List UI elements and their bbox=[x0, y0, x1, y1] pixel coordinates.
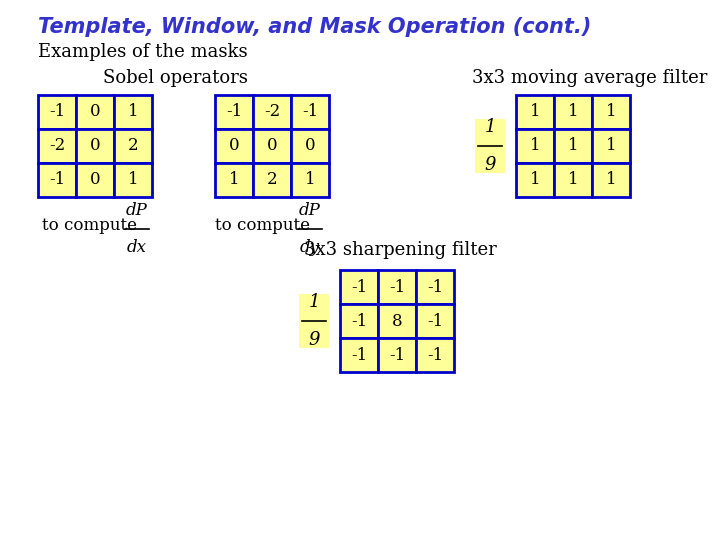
Text: 0: 0 bbox=[266, 138, 277, 154]
Text: 1: 1 bbox=[567, 138, 578, 154]
Bar bbox=[215, 129, 253, 163]
Text: dP: dP bbox=[126, 202, 148, 219]
Bar bbox=[516, 129, 554, 163]
Bar bbox=[76, 95, 114, 129]
Bar bbox=[554, 163, 592, 197]
Text: dP: dP bbox=[299, 202, 321, 219]
Text: 1: 1 bbox=[530, 104, 540, 120]
Text: 1: 1 bbox=[305, 172, 315, 188]
Bar bbox=[340, 338, 378, 372]
Text: 0: 0 bbox=[305, 138, 315, 154]
Bar bbox=[291, 163, 329, 197]
Bar bbox=[253, 163, 291, 197]
Text: -1: -1 bbox=[302, 104, 318, 120]
Bar bbox=[592, 163, 630, 197]
Text: -1: -1 bbox=[351, 347, 367, 363]
Bar bbox=[253, 95, 291, 129]
Text: 3x3 sharpening filter: 3x3 sharpening filter bbox=[304, 241, 496, 259]
Text: 9: 9 bbox=[485, 156, 496, 174]
Text: Template, Window, and Mask Operation (cont.): Template, Window, and Mask Operation (co… bbox=[38, 17, 591, 37]
Bar bbox=[416, 304, 454, 338]
Text: to compute: to compute bbox=[215, 217, 310, 233]
Text: -1: -1 bbox=[427, 313, 443, 329]
Text: -1: -1 bbox=[351, 313, 367, 329]
Text: to compute: to compute bbox=[42, 217, 137, 233]
Bar bbox=[253, 129, 291, 163]
Bar bbox=[114, 95, 152, 129]
Text: 9: 9 bbox=[308, 331, 320, 349]
Bar bbox=[416, 270, 454, 304]
Text: -2: -2 bbox=[264, 104, 280, 120]
Bar bbox=[378, 304, 416, 338]
Text: Examples of the masks: Examples of the masks bbox=[38, 43, 248, 61]
Bar bbox=[291, 95, 329, 129]
Bar bbox=[114, 163, 152, 197]
Text: 1: 1 bbox=[606, 172, 616, 188]
Text: -1: -1 bbox=[49, 172, 65, 188]
Bar bbox=[340, 270, 378, 304]
Text: 1: 1 bbox=[308, 293, 320, 311]
Text: -1: -1 bbox=[226, 104, 242, 120]
Text: -1: -1 bbox=[351, 279, 367, 295]
Bar bbox=[475, 119, 505, 173]
Bar bbox=[291, 129, 329, 163]
Bar bbox=[299, 294, 329, 348]
Bar bbox=[215, 95, 253, 129]
Text: 0: 0 bbox=[90, 138, 100, 154]
Bar bbox=[592, 95, 630, 129]
Bar bbox=[114, 129, 152, 163]
Text: 2: 2 bbox=[127, 138, 138, 154]
Text: 1: 1 bbox=[530, 172, 540, 188]
Text: 1: 1 bbox=[567, 104, 578, 120]
Bar bbox=[340, 304, 378, 338]
Text: 1: 1 bbox=[530, 138, 540, 154]
Text: 0: 0 bbox=[90, 104, 100, 120]
Bar bbox=[416, 338, 454, 372]
Text: 0: 0 bbox=[90, 172, 100, 188]
Bar bbox=[38, 129, 76, 163]
Text: -1: -1 bbox=[49, 104, 65, 120]
Text: -2: -2 bbox=[49, 138, 65, 154]
Bar bbox=[378, 270, 416, 304]
Bar bbox=[516, 95, 554, 129]
Bar bbox=[516, 163, 554, 197]
Text: 2: 2 bbox=[266, 172, 277, 188]
Text: 8: 8 bbox=[392, 313, 402, 329]
Text: 1: 1 bbox=[567, 172, 578, 188]
Text: 1: 1 bbox=[606, 104, 616, 120]
Text: dy: dy bbox=[300, 239, 320, 256]
Text: 1: 1 bbox=[127, 172, 138, 188]
Text: 0: 0 bbox=[229, 138, 239, 154]
Bar bbox=[378, 338, 416, 372]
Bar bbox=[554, 129, 592, 163]
Bar bbox=[38, 163, 76, 197]
Bar bbox=[76, 129, 114, 163]
Text: 1: 1 bbox=[485, 118, 496, 136]
Text: dx: dx bbox=[127, 239, 147, 256]
Bar bbox=[592, 129, 630, 163]
Text: 1: 1 bbox=[229, 172, 239, 188]
Text: -1: -1 bbox=[427, 279, 443, 295]
Text: 1: 1 bbox=[606, 138, 616, 154]
Text: 1: 1 bbox=[127, 104, 138, 120]
Text: -1: -1 bbox=[389, 347, 405, 363]
Text: 3x3 moving average filter: 3x3 moving average filter bbox=[472, 69, 708, 87]
Text: -1: -1 bbox=[427, 347, 443, 363]
Bar bbox=[76, 163, 114, 197]
Text: -1: -1 bbox=[389, 279, 405, 295]
Text: Sobel operators: Sobel operators bbox=[102, 69, 248, 87]
Bar bbox=[215, 163, 253, 197]
Bar bbox=[38, 95, 76, 129]
Bar bbox=[554, 95, 592, 129]
